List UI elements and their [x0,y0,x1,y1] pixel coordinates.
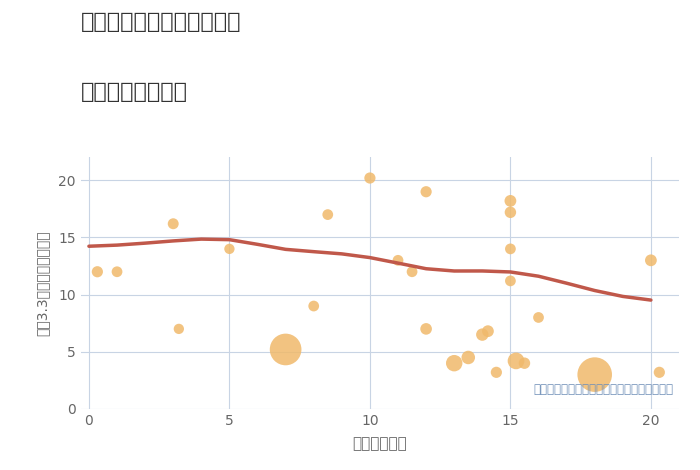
Point [519,360,530,367]
Point [421,325,432,333]
Point [645,257,657,264]
Point [505,277,516,285]
Text: 兵庫県豊岡市出石町三木の: 兵庫県豊岡市出石町三木の [80,12,241,32]
Point [491,368,502,376]
Point [505,245,516,253]
Point [533,313,544,321]
Point [421,188,432,196]
Point [463,354,474,361]
Point [449,360,460,367]
Point [654,368,665,376]
Point [505,209,516,216]
X-axis label: 駅距離（分）: 駅距離（分） [352,436,407,451]
Point [224,245,235,253]
Point [173,325,184,333]
Point [482,328,493,335]
Point [111,268,122,275]
Text: 円の大きさは、取引のあった物件面積を示す: 円の大きさは、取引のあった物件面積を示す [533,384,673,396]
Point [322,211,333,219]
Point [589,371,601,378]
Point [510,357,522,365]
Y-axis label: 坪（3.3㎡）単価（万円）: 坪（3.3㎡）単価（万円） [36,230,50,336]
Point [505,197,516,204]
Point [280,346,291,353]
Point [393,257,404,264]
Point [364,174,375,182]
Point [407,268,418,275]
Point [92,268,103,275]
Point [167,220,178,227]
Point [477,331,488,338]
Point [308,302,319,310]
Text: 駅距離別土地価格: 駅距離別土地価格 [80,82,188,102]
